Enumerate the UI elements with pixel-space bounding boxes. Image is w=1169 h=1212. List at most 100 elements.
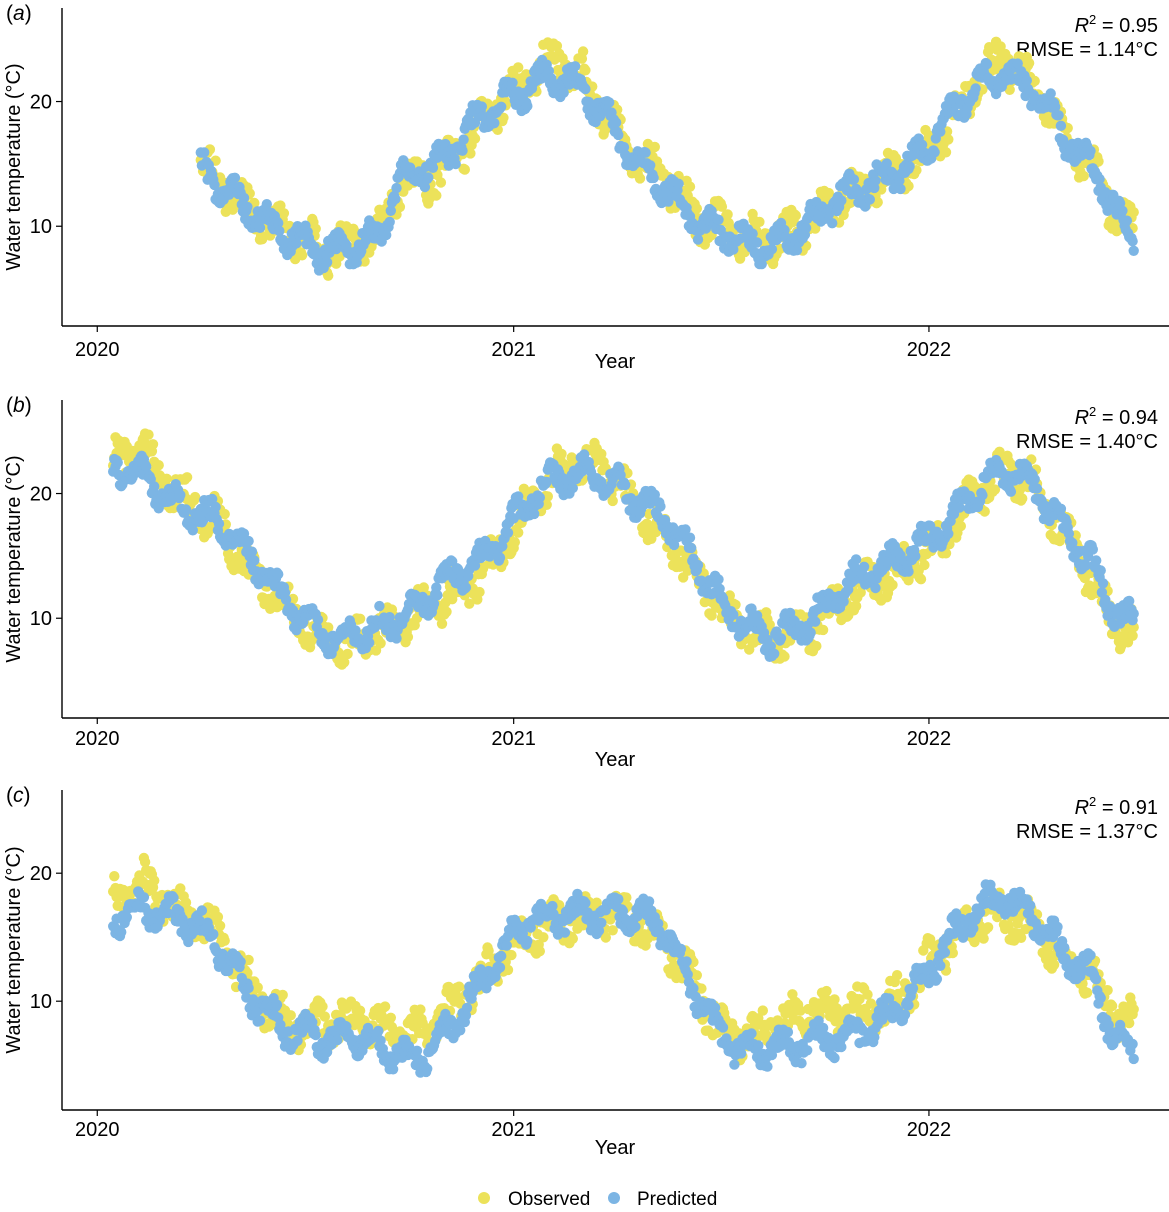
data-point-observed: [716, 201, 728, 212]
data-point-predicted: [977, 490, 988, 501]
data-point-predicted: [168, 892, 179, 903]
rmse-label: RMSE = 1.40°C: [1016, 431, 1158, 453]
data-point-predicted: [138, 892, 150, 903]
data-point-predicted: [1128, 608, 1139, 619]
data-point-predicted: [271, 999, 283, 1010]
data-point-predicted: [692, 234, 704, 245]
data-point-predicted: [620, 479, 631, 491]
data-point-observed: [219, 508, 230, 520]
data-point-predicted: [580, 897, 591, 909]
x-tick-label: 2020: [75, 339, 120, 361]
data-point-observed: [829, 994, 840, 1005]
data-point-observed: [1128, 207, 1139, 218]
data-point-predicted: [373, 1025, 384, 1037]
data-point-observed: [375, 638, 386, 649]
data-point-predicted: [432, 590, 443, 601]
data-point-predicted: [559, 927, 571, 938]
data-point-predicted: [385, 205, 396, 216]
data-point-predicted: [1124, 595, 1135, 607]
data-point-predicted: [613, 894, 624, 905]
series-predicted: [108, 449, 1139, 662]
data-point-observed: [441, 606, 452, 617]
series-observed: [108, 428, 1139, 670]
data-point-predicted: [686, 542, 697, 554]
data-point-observed: [542, 491, 553, 502]
data-point-predicted: [688, 983, 699, 994]
data-point-observed: [379, 1001, 391, 1012]
data-point-observed: [502, 964, 514, 976]
data-point-predicted: [675, 943, 687, 955]
x-tick-label: 2020: [75, 728, 120, 750]
data-point-observed: [955, 520, 966, 532]
data-point-predicted: [567, 482, 578, 494]
data-point-observed: [317, 1001, 328, 1012]
data-point-predicted: [274, 225, 285, 237]
data-point-predicted: [558, 87, 569, 98]
data-point-observed: [961, 904, 972, 915]
data-point-observed: [943, 134, 954, 145]
data-point-observed: [1014, 484, 1026, 495]
data-point-predicted: [116, 926, 127, 938]
data-point-observed: [175, 883, 186, 894]
data-point-predicted: [1053, 110, 1064, 121]
data-point-predicted: [579, 449, 590, 460]
data-point-observed: [779, 651, 790, 662]
data-point-predicted: [728, 609, 739, 620]
x-axis-title: Year: [595, 749, 636, 771]
data-point-observed: [509, 537, 520, 548]
rmse-label: RMSE = 1.14°C: [1016, 39, 1158, 61]
data-point-observed: [513, 527, 524, 538]
data-point-predicted: [775, 633, 787, 644]
data-point-predicted: [800, 222, 812, 234]
data-point-predicted: [534, 492, 545, 503]
data-point-observed: [855, 587, 866, 598]
data-point-observed: [919, 559, 930, 571]
data-point-predicted: [970, 83, 981, 94]
data-point-predicted: [507, 77, 518, 89]
data-point-predicted: [187, 525, 198, 536]
data-point-predicted: [604, 97, 615, 108]
data-point-observed: [649, 141, 660, 153]
data-point-predicted: [321, 1046, 333, 1058]
data-point-observed: [754, 216, 765, 228]
data-point-observed: [385, 1012, 396, 1023]
data-point-predicted: [207, 493, 218, 505]
data-point-observed: [243, 954, 254, 966]
data-point-predicted: [907, 150, 919, 161]
data-point-observed: [811, 640, 822, 652]
data-point-observed: [180, 897, 192, 908]
data-point-observed: [1128, 1004, 1139, 1015]
data-point-predicted: [312, 614, 324, 625]
data-point-observed: [1004, 84, 1015, 96]
data-point-observed: [1078, 170, 1089, 182]
data-point-observed: [214, 920, 226, 931]
data-point-predicted: [457, 145, 468, 156]
data-point-observed: [1127, 630, 1138, 641]
data-point-predicted: [943, 528, 954, 539]
data-point-predicted: [419, 181, 431, 193]
data-point-predicted: [375, 1035, 386, 1046]
data-point-observed: [832, 583, 844, 594]
data-point-observed: [903, 180, 914, 192]
data-point-predicted: [649, 489, 660, 500]
data-point-predicted: [827, 218, 838, 229]
data-point-predicted: [360, 235, 371, 246]
data-point-predicted: [717, 1022, 729, 1033]
data-point-observed: [691, 970, 702, 981]
data-point-predicted: [663, 196, 674, 207]
data-point-predicted: [332, 1034, 343, 1046]
data-point-predicted: [489, 117, 500, 129]
data-point-predicted: [1055, 503, 1067, 514]
data-point-predicted: [254, 222, 266, 233]
data-point-observed: [795, 1005, 806, 1016]
data-point-predicted: [766, 1049, 778, 1061]
data-point-predicted: [648, 172, 659, 184]
data-point-predicted: [350, 625, 361, 636]
data-point-predicted: [756, 258, 767, 270]
data-point-predicted: [1029, 474, 1040, 485]
data-point-predicted: [643, 896, 655, 907]
data-point-predicted: [196, 905, 208, 916]
data-point-observed: [143, 429, 154, 440]
x-tick-label: 2022: [907, 1119, 952, 1141]
